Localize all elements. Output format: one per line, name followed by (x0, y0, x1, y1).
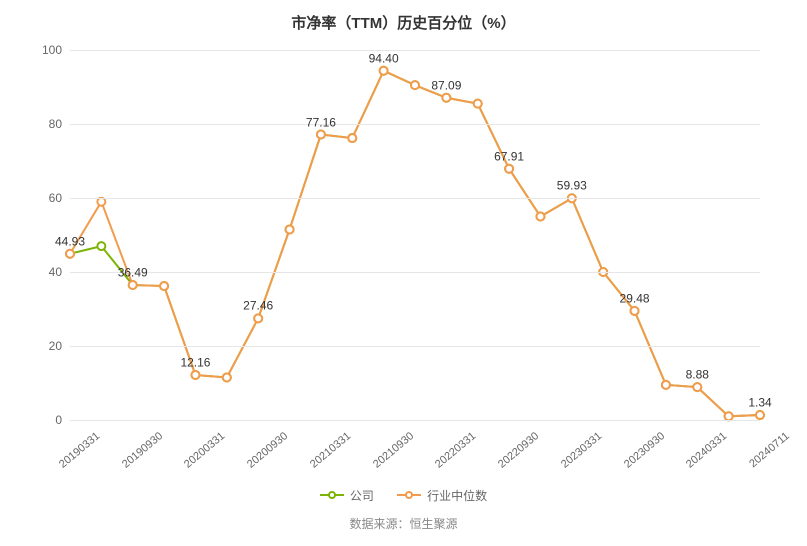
series-marker[interactable] (474, 100, 482, 108)
series-marker[interactable] (631, 307, 639, 315)
series-marker[interactable] (286, 225, 294, 233)
legend-swatch-median (397, 489, 421, 501)
series-marker[interactable] (411, 81, 419, 89)
series-marker[interactable] (160, 282, 168, 290)
series-marker[interactable] (97, 242, 105, 250)
data-source: 数据来源：恒生聚源 (0, 515, 807, 532)
legend-label-company: 公司 (350, 487, 374, 504)
x-tick-label: 20190331 (57, 430, 102, 471)
chart-title: 市净率（TTM）历史百分位（%） (0, 0, 807, 33)
y-tick-label: 0 (55, 413, 62, 427)
series-marker[interactable] (662, 381, 670, 389)
series-marker[interactable] (191, 371, 199, 379)
y-tick-label: 20 (49, 339, 62, 353)
x-tick-label: 20240331 (684, 430, 729, 471)
gridline (70, 346, 760, 347)
x-tick-label: 20230331 (559, 430, 604, 471)
legend-marker-median (405, 491, 413, 499)
legend: 公司 行业中位数 (0, 487, 807, 505)
series-marker[interactable] (536, 213, 544, 221)
series-marker[interactable] (505, 165, 513, 173)
x-tick-label: 20190930 (120, 430, 165, 471)
x-tick-label: 20200930 (245, 430, 290, 471)
gridline (70, 198, 760, 199)
series-marker[interactable] (348, 134, 356, 142)
y-tick-label: 40 (49, 265, 62, 279)
chart-svg (70, 50, 760, 420)
x-tick-label: 20230930 (622, 430, 667, 471)
y-tick-label: 60 (49, 191, 62, 205)
gridline (70, 50, 760, 51)
y-tick-label: 80 (49, 117, 62, 131)
x-tick-label: 20220331 (433, 430, 478, 471)
gridline (70, 124, 760, 125)
series-marker[interactable] (223, 373, 231, 381)
series-marker[interactable] (756, 411, 764, 419)
series-marker[interactable] (380, 67, 388, 75)
chart-container: 市净率（TTM）历史百分位（%） 02040608010020190331201… (0, 0, 807, 546)
y-tick-label: 100 (42, 43, 62, 57)
x-tick-label: 20220930 (496, 430, 541, 471)
x-tick-label: 20240711 (747, 430, 792, 470)
legend-item-median[interactable]: 行业中位数 (397, 487, 487, 504)
legend-marker-company (328, 491, 336, 499)
gridline (70, 420, 760, 421)
legend-label-median: 行业中位数 (427, 487, 487, 504)
series-marker[interactable] (317, 131, 325, 139)
series-marker[interactable] (254, 314, 262, 322)
x-tick-label: 20210331 (308, 430, 353, 471)
series-marker[interactable] (442, 94, 450, 102)
series-marker[interactable] (66, 250, 74, 258)
legend-item-company[interactable]: 公司 (320, 487, 374, 504)
series-marker[interactable] (129, 281, 137, 289)
series-line (70, 71, 760, 417)
series-marker[interactable] (693, 383, 701, 391)
x-tick-label: 20210930 (371, 430, 416, 471)
legend-swatch-company (320, 489, 344, 501)
x-tick-label: 20200331 (182, 430, 227, 471)
plot-area: 0204060801002019033120190930202003312020… (70, 50, 760, 420)
gridline (70, 272, 760, 273)
